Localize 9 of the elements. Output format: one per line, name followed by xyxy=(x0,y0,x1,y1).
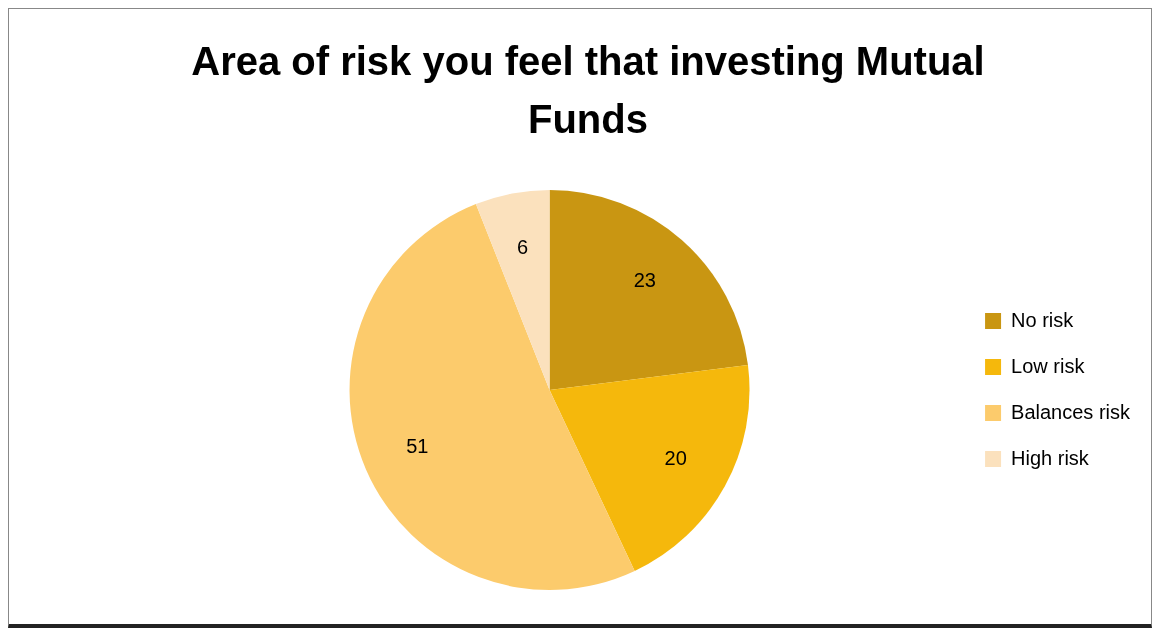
data-label: 23 xyxy=(633,269,656,292)
legend-label: No risk xyxy=(1011,308,1075,331)
legend-label: Balances risk xyxy=(1011,400,1131,423)
data-label: 6 xyxy=(516,236,529,259)
data-label: 51 xyxy=(406,434,429,457)
legend-label: Low risk xyxy=(1011,354,1086,377)
legend-label: High risk xyxy=(1011,446,1090,469)
chart-title: Area of risk you feel that investing Mutual Funds xyxy=(190,38,986,143)
data-label: 20 xyxy=(664,446,687,469)
